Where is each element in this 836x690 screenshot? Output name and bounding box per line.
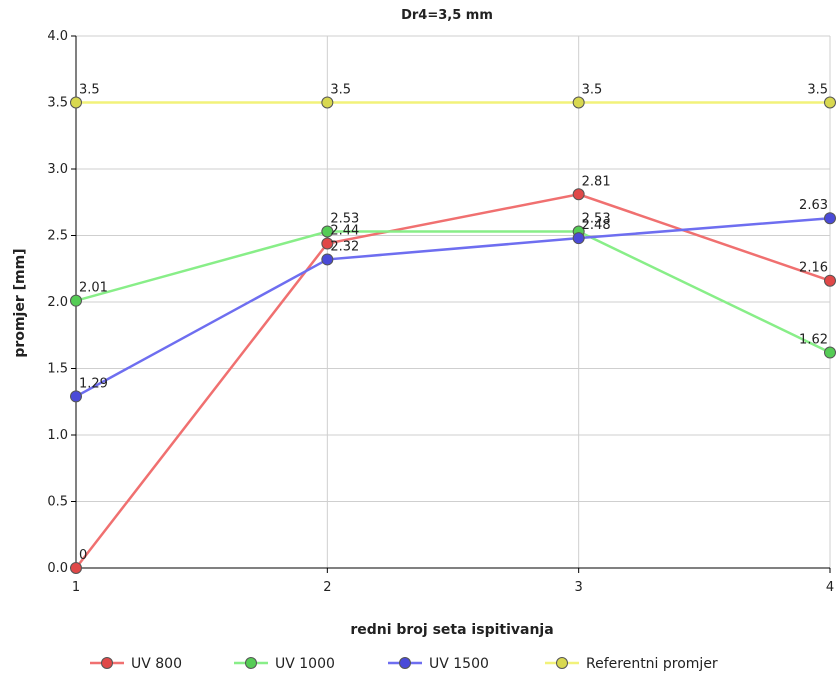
legend-item-referentni-promjer[interactable]: Referentni promjer — [545, 656, 718, 672]
data-point-referentni-promjer[interactable] — [824, 96, 836, 109]
legend-label: UV 800 — [131, 656, 182, 672]
y-tick-label: 4.0 — [47, 29, 68, 44]
y-tick-label: 0.0 — [47, 561, 68, 576]
legend[interactable]: UV 800 UV 1000 UV 1500 Referentni promjer — [90, 656, 718, 672]
legend-label: Referentni promjer — [586, 656, 718, 672]
data-point-referentni-promjer[interactable] — [321, 96, 334, 109]
x-axis-title: redni broj seta ispitivanja — [350, 622, 553, 638]
data-point-uv-1000[interactable] — [321, 225, 334, 238]
legend-swatch-marker — [245, 657, 257, 669]
data-point-uv-1500[interactable] — [824, 212, 836, 225]
x-tick-label: 1 — [72, 580, 80, 595]
series-line-uv-1000 — [75, 230, 831, 354]
axes: 0.0 0.5 1.0 1.5 2.0 2.5 3.0 3.5 4.0 1 2 3 4 — [47, 29, 834, 595]
data-point-uv-800[interactable] — [70, 562, 82, 574]
data-label-referentni-promjer: 3.5 — [330, 83, 351, 98]
data-label-uv-800: 2.81 — [582, 174, 611, 189]
data-label-uv-1500: 1.29 — [79, 376, 108, 391]
x-tick-label: 2 — [323, 580, 331, 595]
y-tick-label: 2.5 — [47, 229, 68, 244]
data-point-uv-800[interactable] — [824, 274, 836, 287]
y-tick-label: 1.0 — [47, 428, 68, 443]
legend-swatch-marker — [399, 657, 411, 669]
data-labels: 0 2.44 2.81 2.16 2.01 2.53 2.53 1.62 1.29 2.32 2.4… — [79, 83, 828, 564]
data-point-uv-1000[interactable] — [70, 294, 82, 307]
data-point-uv-800[interactable] — [572, 188, 585, 201]
chart-title: Dr4=3,5 mm — [401, 8, 493, 23]
y-tick-label: 1.5 — [47, 362, 68, 377]
data-label-uv-1000: 2.53 — [330, 212, 359, 227]
data-label-referentni-promjer: 3.5 — [79, 83, 100, 98]
y-tick-label: 3.5 — [47, 96, 68, 111]
legend-item-uv-1000[interactable]: UV 1000 — [234, 656, 335, 672]
legend-item-uv-1500[interactable]: UV 1500 — [388, 656, 489, 672]
data-label-referentni-promjer: 3.5 — [582, 83, 603, 98]
legend-swatch-marker — [101, 657, 113, 669]
series-line-uv-800 — [75, 192, 831, 569]
data-point-uv-1000[interactable] — [824, 346, 836, 359]
y-tick-label: 3.0 — [47, 162, 68, 177]
legend-label: UV 1000 — [275, 656, 335, 672]
data-label-uv-800: 2.44 — [330, 223, 359, 238]
x-tick-label: 3 — [575, 580, 583, 595]
legend-label: UV 1500 — [429, 656, 489, 672]
y-tick-label: 2.0 — [47, 295, 68, 310]
data-point-uv-1500[interactable] — [572, 232, 585, 245]
data-point-uv-1500[interactable] — [321, 253, 334, 266]
data-label-uv-800: 2.16 — [799, 261, 828, 276]
y-tick-label: 0.5 — [47, 495, 68, 510]
data-label-uv-1000: 1.62 — [799, 333, 828, 348]
grid — [75, 35, 831, 569]
data-point-referentni-promjer[interactable] — [70, 96, 82, 109]
x-tick-label: 4 — [826, 580, 834, 595]
legend-item-uv-800[interactable]: UV 800 — [90, 656, 182, 672]
data-label-uv-1500: 2.32 — [330, 239, 359, 254]
data-label-uv-1500: 2.48 — [582, 218, 611, 233]
data-point-referentni-promjer[interactable] — [572, 96, 585, 109]
series-group — [70, 96, 836, 574]
y-axis-title: promjer [mm] — [12, 248, 28, 357]
data-label-uv-1500: 2.63 — [799, 198, 828, 213]
legend-swatch-marker — [556, 657, 568, 669]
data-label-referentni-promjer: 3.5 — [807, 83, 828, 98]
data-label-uv-1000: 2.53 — [582, 212, 611, 227]
series-line-uv-1500 — [75, 216, 831, 398]
data-point-uv-1500[interactable] — [70, 390, 82, 403]
data-label-uv-800: 0 — [79, 548, 87, 563]
data-point-uv-800[interactable] — [321, 237, 334, 250]
data-label-uv-1000: 2.01 — [79, 281, 108, 296]
